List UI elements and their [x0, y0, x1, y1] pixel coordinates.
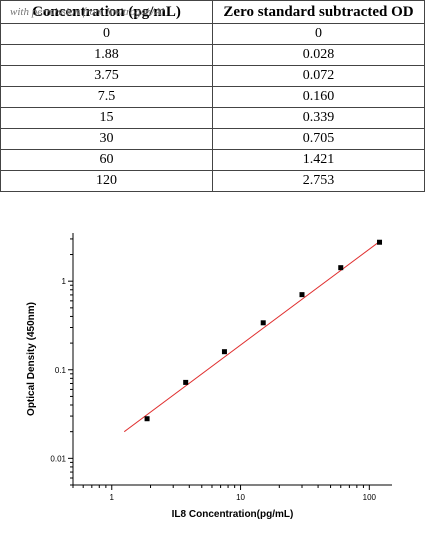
table-row: 3.75 0.072 — [0, 65, 425, 87]
data-point — [299, 292, 305, 298]
cell-od: 1.421 — [212, 149, 425, 171]
cell-concentration: 60 — [0, 149, 213, 171]
cell-od: 0 — [212, 23, 425, 45]
data-point — [221, 349, 227, 355]
table-row: 30 0.705 — [0, 128, 425, 150]
x-tick-label: 100 — [363, 493, 377, 502]
table-header-row: Concentration (pg/mL) Zero standard subt… — [0, 0, 425, 24]
cell-od: 2.753 — [212, 170, 425, 192]
data-point — [183, 379, 189, 385]
cell-od: 0.339 — [212, 107, 425, 129]
cell-od: 0.705 — [212, 128, 425, 150]
y-axis-label: Optical Density (450nm) — [26, 302, 37, 416]
header-concentration: Concentration (pg/mL) — [0, 0, 213, 24]
x-tick-label: 1 — [110, 493, 115, 502]
x-axis-label: IL8 Concentration(pg/mL) — [172, 509, 294, 520]
fit-line — [123, 241, 380, 433]
data-point — [338, 265, 344, 271]
cell-od: 0.028 — [212, 44, 425, 66]
cell-concentration: 3.75 — [0, 65, 213, 87]
cell-concentration: 1.88 — [0, 44, 213, 66]
standard-curve-table: Concentration (pg/mL) Zero standard subt… — [0, 0, 425, 192]
data-point — [144, 416, 150, 422]
data-point — [377, 239, 383, 245]
header-od: Zero standard subtracted OD — [212, 0, 425, 24]
x-tick-label: 10 — [236, 493, 245, 502]
y-tick-label: 0.1 — [55, 366, 67, 375]
y-tick-label: 1 — [62, 277, 67, 286]
table-row: 7.5 0.160 — [0, 86, 425, 108]
cell-concentration: 30 — [0, 128, 213, 150]
cell-od: 0.160 — [212, 86, 425, 108]
cell-concentration: 7.5 — [0, 86, 213, 108]
y-tick-label: 0.01 — [50, 454, 66, 463]
fit-line-group — [123, 241, 380, 433]
cell-od: 0.072 — [212, 65, 425, 87]
chart-axes — [72, 233, 392, 486]
table-row: 15 0.339 — [0, 107, 425, 129]
table-row: 60 1.421 — [0, 149, 425, 171]
standard-table-container: Concentration (pg/mL) Zero standard subt… — [0, 0, 425, 192]
cell-concentration: 0 — [0, 23, 213, 45]
data-point — [260, 320, 266, 326]
data-points — [144, 239, 383, 422]
cell-concentration: 120 — [0, 170, 213, 192]
chart-ticks: 1 10 100 0.01 0.1 1 — [50, 238, 377, 502]
cell-concentration: 15 — [0, 107, 213, 129]
table-row: 120 2.753 — [0, 170, 425, 192]
table-row: 1.88 0.028 — [0, 44, 425, 66]
